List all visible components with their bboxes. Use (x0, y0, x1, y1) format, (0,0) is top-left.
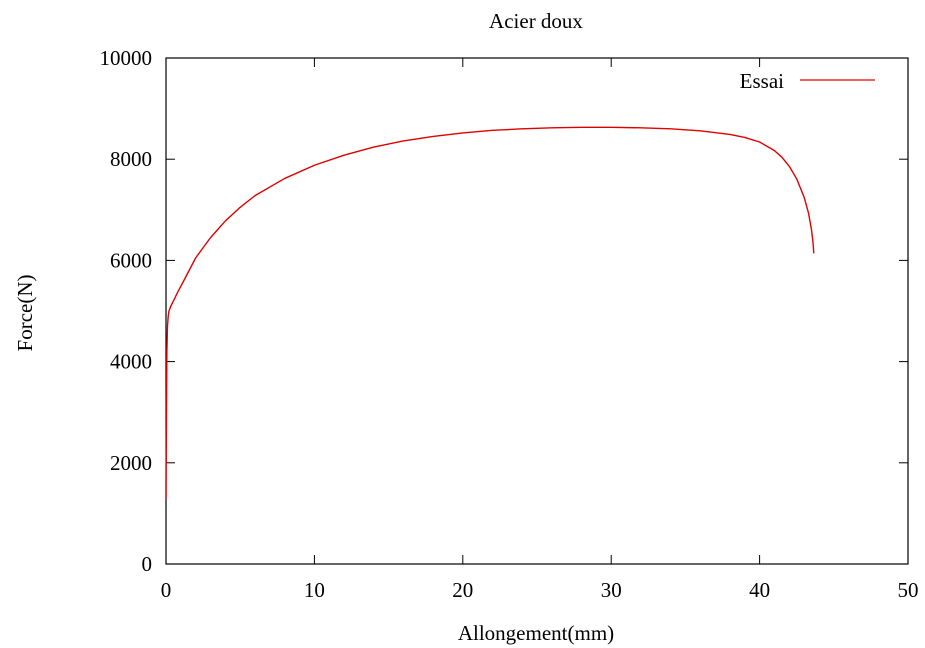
x-tick-label-3: 30 (601, 578, 622, 602)
chart-title: Acier doux (489, 9, 583, 33)
x-axis-label: Allongement(mm) (458, 621, 614, 645)
x-tick-label-1: 10 (304, 578, 325, 602)
y-tick-label-3: 6000 (110, 248, 152, 272)
legend: Essai (740, 69, 875, 93)
x-tick-label-2: 20 (452, 578, 473, 602)
y-axis-label: Force(N) (13, 275, 37, 352)
y-axis-tick-labels: 0 2000 4000 6000 8000 10000 (100, 46, 153, 576)
legend-entry-essai-label: Essai (740, 69, 784, 93)
x-axis-tick-labels: 0 10 20 30 40 50 (161, 578, 919, 602)
y-tick-label-4: 8000 (110, 147, 152, 171)
plot-area-border (165, 57, 909, 565)
series-layer (165, 126, 815, 499)
series-line-essai (165, 126, 815, 499)
x-tick-label-5: 50 (898, 578, 919, 602)
y-tick-label-5: 10000 (100, 46, 153, 70)
y-tick-label-0: 0 (142, 552, 153, 576)
x-tick-label-0: 0 (161, 578, 172, 602)
y-tick-label-1: 2000 (110, 451, 152, 475)
plot-frame (165, 57, 909, 565)
y-tick-label-2: 4000 (110, 350, 152, 374)
x-tick-label-4: 40 (749, 578, 770, 602)
y-axis-ticks (166, 57, 908, 565)
x-axis-ticks (165, 58, 909, 564)
